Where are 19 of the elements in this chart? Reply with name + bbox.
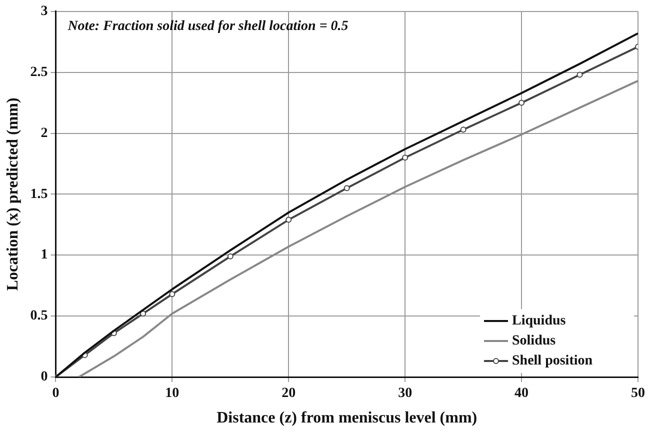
legend-label: Shell position bbox=[512, 354, 593, 369]
y-tick-label: 2.5 bbox=[30, 64, 48, 80]
x-tick-label: 50 bbox=[631, 386, 645, 402]
legend-label: Solidus bbox=[512, 334, 556, 349]
x-tick-label: 20 bbox=[282, 386, 296, 402]
y-tick-label: 2 bbox=[40, 126, 48, 141]
annotation: Note: Fraction solid used for shell location = 0.5 bbox=[66, 19, 348, 34]
x-tick-label: 40 bbox=[514, 386, 529, 402]
x-axis-title: Distance (z) from meniscus level (mm) bbox=[216, 410, 478, 427]
y-tick-label: 3 bbox=[40, 4, 48, 20]
y-tick-label: 1.5 bbox=[30, 186, 48, 202]
y-tick-label: 1 bbox=[40, 248, 48, 263]
legend-label: Liquidus bbox=[512, 314, 566, 329]
x-tick-label: 0 bbox=[52, 386, 60, 402]
y-tick-label: 0.5 bbox=[30, 308, 48, 324]
x-tick-label: 10 bbox=[165, 386, 180, 402]
y-axis-title: Location (x) predicted (mm) bbox=[4, 98, 22, 291]
y-tick-label: 0 bbox=[40, 370, 48, 385]
x-tick-label: 30 bbox=[398, 386, 412, 402]
